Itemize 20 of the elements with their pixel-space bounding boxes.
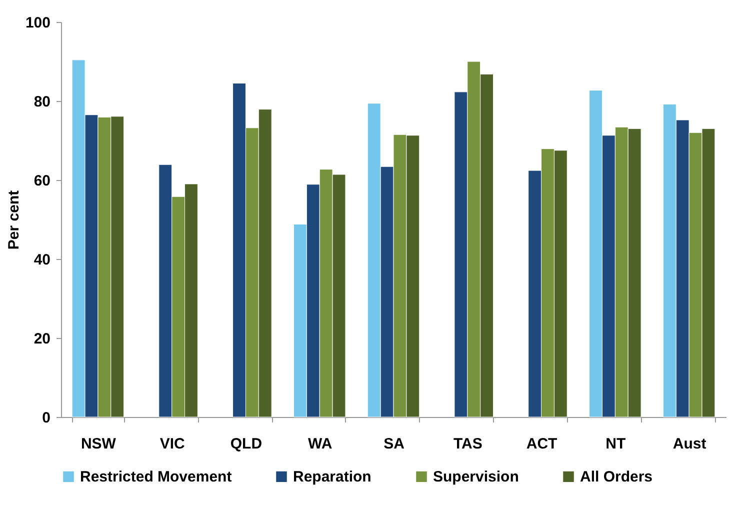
- x-tick-label: NT: [606, 436, 626, 452]
- legend-label: Supervision: [433, 468, 519, 486]
- y-axis-title: Per cent: [5, 190, 22, 250]
- x-tick-label: NSW: [80, 436, 117, 452]
- x-tick-label: Aust: [672, 436, 706, 452]
- y-tick-label: 20: [34, 330, 50, 348]
- x-tick-label: TAS: [453, 436, 482, 452]
- x-tick-label: SA: [384, 436, 405, 452]
- y-tick-label: 60: [34, 172, 50, 190]
- legend-label: Reparation: [293, 468, 372, 486]
- y-tick-label: 100: [25, 14, 50, 32]
- legend-label: All Orders: [580, 468, 653, 486]
- x-tick-label: QLD: [230, 436, 262, 452]
- legend-label: Restricted Movement: [80, 468, 232, 486]
- y-tick-label: 0: [42, 410, 50, 426]
- y-tick-label: 80: [34, 94, 50, 110]
- x-tick-label: WA: [308, 436, 332, 452]
- x-tick-label: ACT: [526, 436, 558, 452]
- x-tick-label: VIC: [160, 436, 185, 452]
- y-tick-label: 40: [34, 252, 50, 268]
